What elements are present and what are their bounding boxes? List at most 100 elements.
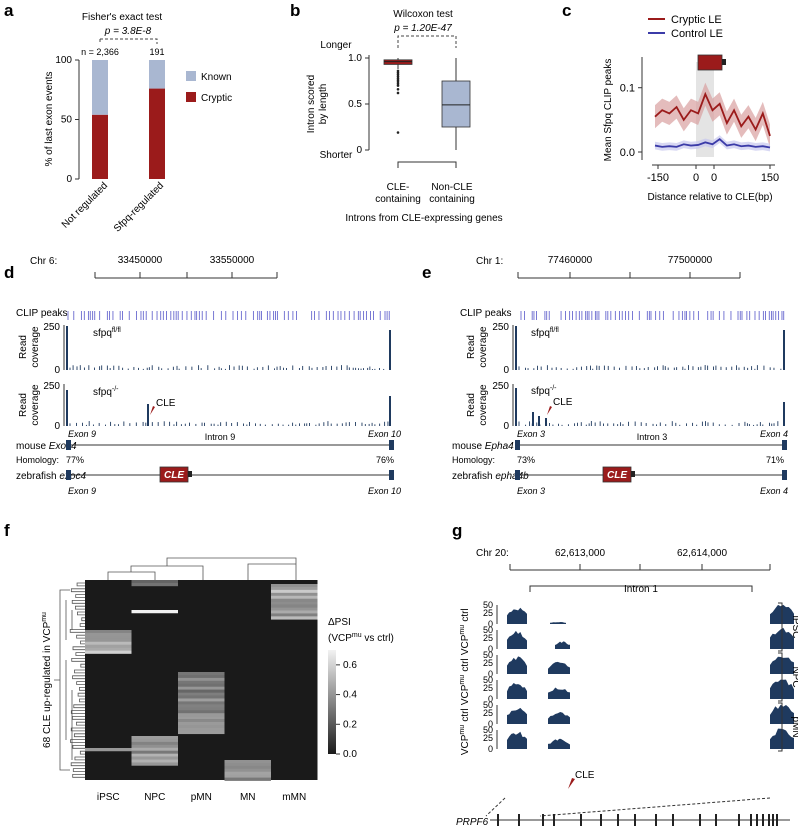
g-coverage xyxy=(548,712,570,724)
g-ytick-0: 0 xyxy=(488,719,493,729)
a-y-ticks: 0 50 100 xyxy=(55,55,79,185)
d-readcov-2b: coverage xyxy=(30,384,41,426)
e-readcov-2a: Read xyxy=(466,393,477,417)
g-ytick-50: 50 xyxy=(483,675,493,685)
f-heat-col xyxy=(85,580,132,780)
d-ytick-0b: 0 xyxy=(54,421,60,432)
e-cle-arrow xyxy=(547,406,552,415)
d-zfish-exon-right xyxy=(389,470,394,480)
f-heat-cell xyxy=(178,722,225,726)
f-heat-cell xyxy=(224,771,271,776)
f-heat-cell xyxy=(131,747,178,752)
a-legend-cryptic: Cryptic xyxy=(201,93,232,104)
f-heat-cell xyxy=(85,748,132,752)
f-heat-cell xyxy=(131,753,178,757)
e-chr: Chr 1: xyxy=(476,256,503,267)
f-legend-title: ΔPSI xyxy=(328,617,351,628)
b-cat-1-l1: Non-CLE xyxy=(431,182,472,193)
f-heat-cell xyxy=(131,736,178,740)
f-heat-cell xyxy=(178,724,225,729)
c-ytick-label: 0.0 xyxy=(620,147,635,159)
a-ylabel: % of last exon events xyxy=(44,71,55,166)
g-gene-exon xyxy=(776,814,778,826)
e-sample-2: sfpq-/- xyxy=(531,385,557,397)
d-coverage-ko xyxy=(66,390,391,426)
d-tick-1: 33550000 xyxy=(210,255,255,266)
b-longer: Longer xyxy=(320,40,352,51)
d-hom-left: 77% xyxy=(66,455,84,465)
g-cle-label: CLE xyxy=(575,770,595,781)
b-bracket xyxy=(397,35,457,48)
b-shorter: Shorter xyxy=(320,150,353,161)
d-clip-peaks xyxy=(67,311,390,320)
a-bar-known xyxy=(92,60,108,115)
e-tick-0: 77460000 xyxy=(548,255,593,266)
e-exon-right2: Exon 4 xyxy=(760,486,788,496)
g-coverage xyxy=(507,683,527,699)
b-outlier xyxy=(396,82,400,86)
e-cle-label: CLE xyxy=(553,397,573,408)
a-legend-known-swatch xyxy=(186,71,196,81)
f-dendro-top xyxy=(107,557,297,580)
g-gene-exon xyxy=(715,814,717,826)
g-coverage xyxy=(507,630,527,649)
e-cov-ko-peak xyxy=(515,388,517,426)
e-exon-left2: Exon 3 xyxy=(517,486,545,496)
g-chr: Chr 20: xyxy=(476,548,509,559)
e-cov-ko-peak xyxy=(545,418,547,426)
f-heat-cell xyxy=(178,716,225,720)
e-tick-1: 77500000 xyxy=(668,255,713,266)
c-plot xyxy=(654,82,771,152)
f-heat-cell xyxy=(131,756,178,760)
f-col-label: mMN xyxy=(282,792,306,803)
g-gene-exon xyxy=(738,814,740,826)
g-coverage xyxy=(548,661,570,674)
g-ytick-50: 50 xyxy=(483,625,493,635)
g-row-label: VCPmu xyxy=(459,675,471,705)
g-gene-exon xyxy=(617,814,619,826)
f-heat-cell xyxy=(131,580,178,584)
f-heat-cell xyxy=(271,586,318,591)
c-xlabel: Distance relative to CLE(bp) xyxy=(647,192,772,203)
b-y-ticks: 0 0.5 1.0 xyxy=(348,53,369,156)
f-col-label: MN xyxy=(240,792,256,803)
d-readcov-1a: Read xyxy=(18,335,29,359)
f-heat-cell xyxy=(271,595,318,600)
c-legend-cryptic: Cryptic LE xyxy=(671,14,722,26)
d-intron: Intron 9 xyxy=(205,432,236,442)
d-exon-right2: Exon 10 xyxy=(368,486,401,496)
f-heat-cell xyxy=(178,701,225,705)
f-heat-cell xyxy=(224,762,271,767)
e-mouse-exon-left xyxy=(515,440,520,450)
g-gene-exon xyxy=(655,814,657,826)
b-cat-0-l2: containing xyxy=(375,194,421,205)
b-title: Wilcoxon test xyxy=(393,9,453,20)
g-coverage xyxy=(555,641,570,649)
g-group-bracket xyxy=(778,652,783,702)
e-cov-ko-peak xyxy=(532,412,534,426)
g-ytick-50: 50 xyxy=(483,650,493,660)
g-coverage xyxy=(550,621,566,624)
g-ytick-25: 25 xyxy=(483,658,493,668)
g-group-bracket xyxy=(778,602,783,652)
f-heat-cell xyxy=(131,741,178,746)
f-heat-cell xyxy=(178,730,225,735)
f-col-label: NPC xyxy=(144,792,165,803)
d-mouse: mouse Exoc4 xyxy=(16,441,77,452)
f-heat-cell xyxy=(271,584,318,588)
b-outlier xyxy=(396,75,400,78)
f-heat-cell xyxy=(178,704,225,708)
g-ytick-0: 0 xyxy=(488,644,493,654)
g-intron: Intron 1 xyxy=(624,584,658,595)
d-sample-1: sfpqfl/fl xyxy=(93,327,121,339)
g-gene-exons xyxy=(497,814,778,826)
d-chr: Chr 6: xyxy=(30,256,57,267)
b-xlabel: Introns from CLE-expressing genes xyxy=(345,213,502,224)
a-title: Fisher's exact test xyxy=(82,12,162,23)
f-heat-cell xyxy=(224,774,271,778)
g-gene-exon xyxy=(756,814,758,826)
b-ytick-label: 1.0 xyxy=(348,53,362,64)
c-xtick-label: 0 xyxy=(693,172,699,184)
e-readcov-2b: coverage xyxy=(478,384,489,426)
